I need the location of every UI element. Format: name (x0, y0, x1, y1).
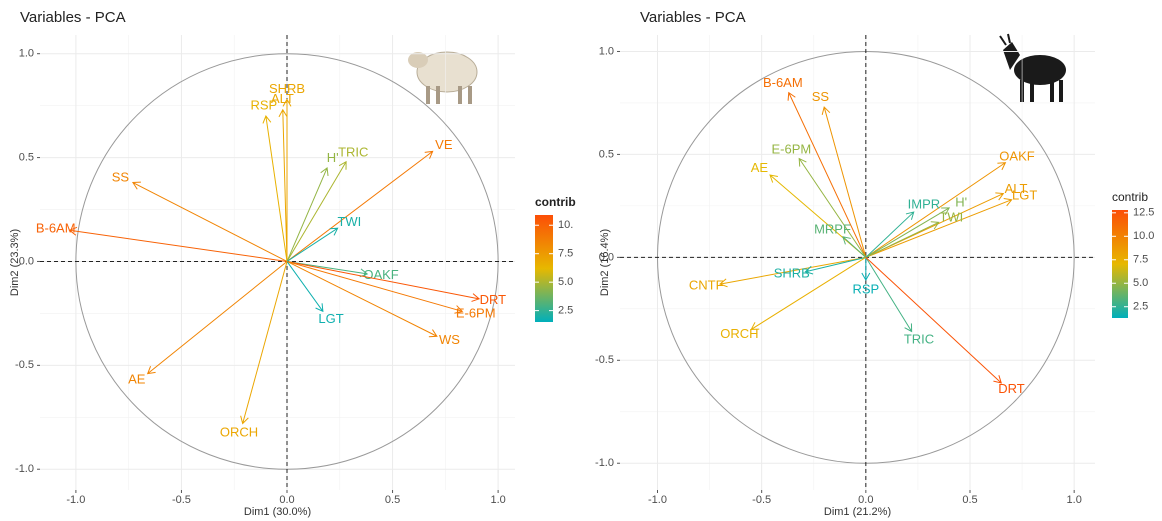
variable-arrow (287, 261, 323, 311)
variable-label: DRT (998, 381, 1025, 396)
y-tick-label: 0.5 (599, 148, 614, 160)
variable-label: B-6AM (36, 220, 76, 235)
variable-arrow (133, 182, 287, 261)
x-tick-label: -0.5 (752, 494, 771, 506)
variable-label: RSP (852, 281, 879, 296)
y-tick-label: 0.5 (19, 151, 34, 163)
variable-label: LGT (318, 311, 343, 326)
variable-arrow (866, 222, 939, 258)
variable-label: WS (439, 332, 460, 347)
colorbar-label: 10.0 (1133, 230, 1154, 242)
colorbar-label: 12.5 (1133, 207, 1154, 219)
variable-label: B-6AM (763, 75, 803, 90)
variable-label: SS (112, 169, 130, 184)
variable-label: RSP (251, 98, 278, 113)
y-tick-label: -0.5 (15, 359, 34, 371)
variable-label: E-6PM (771, 142, 811, 157)
variable-label: H' (955, 194, 967, 209)
variable-label: OAKF (999, 148, 1034, 163)
legend-title: contrib (1112, 190, 1148, 204)
x-axis-title: Dim1 (21.2%) (824, 506, 891, 518)
y-tick-label: -0.5 (595, 354, 614, 366)
x-tick-label: 0.0 (858, 494, 873, 506)
variable-label: ORCH (220, 425, 258, 440)
variable-label: SHRB (774, 266, 810, 281)
variable-arrow (866, 257, 1001, 383)
variable-label: AE (751, 160, 769, 175)
y-axis-title: Dim2 (23.3%) (9, 229, 21, 296)
x-tick-label: 0.0 (279, 494, 294, 506)
x-tick-label: 1.0 (490, 494, 505, 506)
variable-label: SS (812, 89, 830, 104)
variable-label: AE (128, 371, 146, 386)
colorbar-label: 7.5 (558, 248, 573, 260)
x-tick-label: 0.5 (385, 494, 400, 506)
variable-arrow (799, 159, 866, 258)
variable-label: TRIC (338, 145, 368, 160)
variable-arrow (287, 151, 433, 261)
variable-arrow (805, 257, 865, 274)
variable-arrow (862, 257, 870, 280)
y-tick-label: 1.0 (19, 48, 34, 60)
panel: Variables - PCA -1.0 -0.5 0.0 0.5 1.0 -1.0 -0.5… (9, 9, 576, 518)
variable-label: VE (435, 137, 453, 152)
variable-arrow (279, 110, 287, 262)
y-tick-label: 1.0 (599, 45, 614, 57)
x-axis-title: Dim1 (30.0%) (244, 506, 311, 518)
variable-label: MRPF (814, 222, 851, 237)
colorbar-label: 7.5 (1133, 254, 1148, 266)
variable-label: LGT (1012, 187, 1037, 202)
colorbar-label: 2.5 (1133, 301, 1148, 313)
chart-title: Variables - PCA (20, 9, 126, 26)
y-tick-label: -1.0 (595, 457, 614, 469)
y-tick-label: -1.0 (15, 463, 34, 475)
variable-arrow (866, 208, 949, 257)
colorbar (535, 215, 553, 322)
x-tick-label: 0.5 (962, 494, 977, 506)
variable-arrow (866, 212, 914, 257)
panel: Variables - PCA -1.0 -0.5 0.0 0.5 1.0 -1.0 -0.5… (595, 9, 1154, 518)
colorbar (1112, 210, 1128, 318)
variable-label: TWI (337, 214, 361, 229)
x-tick-label: 1.0 (1067, 494, 1082, 506)
figure: Variables - PCA -1.0 -0.5 0.0 0.5 1.0 -1.0 -0.5… (0, 0, 1162, 521)
variable-arrow (148, 261, 287, 373)
variable-label: H' (327, 150, 339, 165)
variable-arrow (241, 261, 287, 423)
colorbar-label: 10. (558, 219, 573, 231)
x-tick-label: -0.5 (172, 494, 191, 506)
legend-title: contrib (535, 195, 576, 209)
y-axis-title: Dim2 (16.4%) (599, 229, 611, 296)
chart-title: Variables - PCA (640, 9, 746, 26)
variable-label: IMPR (908, 197, 941, 212)
variable-label: E-6PM (456, 305, 496, 320)
variable-label: CNTF (689, 277, 724, 292)
variable-label: ORCH (720, 326, 758, 341)
variable-arrow (287, 162, 346, 262)
y-tick-label: 0.0 (19, 255, 34, 267)
goat-icon (1000, 34, 1066, 102)
sheep-icon (408, 52, 477, 104)
x-tick-label: -1.0 (66, 494, 85, 506)
variable-label: TWI (939, 209, 963, 224)
variable-arrow (283, 99, 291, 261)
x-tick-label: -1.0 (648, 494, 667, 506)
colorbar-label: 2.5 (558, 305, 573, 317)
colorbar-label: 5.0 (1133, 277, 1148, 289)
variable-label: TRIC (904, 331, 934, 346)
colorbar-label: 5.0 (558, 276, 573, 288)
